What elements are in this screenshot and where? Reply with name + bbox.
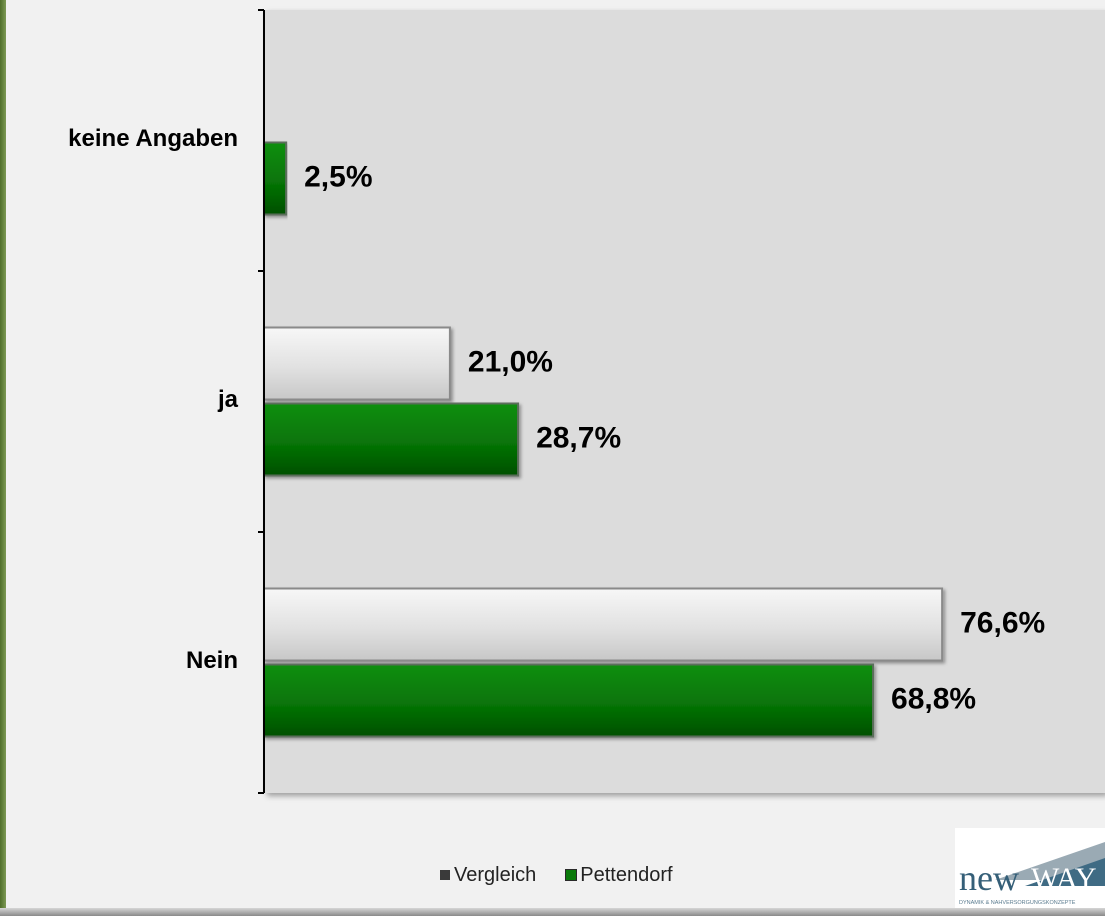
legend-label-pettendorf: Pettendorf <box>580 864 672 887</box>
legend-label-vergleich: Vergleich <box>454 864 536 887</box>
data-label-vergleich-nein: 76,6% <box>960 606 1045 639</box>
category-label-nein: Nein <box>186 647 238 674</box>
bar-pettendorf-ja <box>264 404 518 476</box>
legend-item-vergleich: Vergleich <box>440 864 536 887</box>
newway-logo-graphic: new WAY DYNAMIK & NAHVERSORGUNGSKONZEPTE <box>955 828 1105 908</box>
data-label-pettendorf-keine-angaben: 2,5% <box>304 160 372 193</box>
legend-item-pettendorf: Pettendorf <box>566 864 672 887</box>
data-label-pettendorf-ja: 28,7% <box>536 421 621 454</box>
bar-vergleich-nein <box>264 589 942 661</box>
svg-text:DYNAMIK & NAHVERSORGUNGSKONZEP: DYNAMIK & NAHVERSORGUNGSKONZEPTE <box>959 900 1076 906</box>
data-label-pettendorf-nein: 68,8% <box>891 682 976 715</box>
legend: Vergleich Pettendorf <box>440 862 673 888</box>
legend-swatch-pettendorf <box>566 870 576 880</box>
bar-pettendorf-keine-angaben <box>264 143 286 215</box>
bar-pettendorf-nein <box>264 665 873 737</box>
svg-text:new: new <box>959 858 1019 898</box>
slide-bottom-border <box>0 908 1105 916</box>
data-label-vergleich-ja: 21,0% <box>468 345 553 378</box>
bar-vergleich-ja <box>264 328 450 400</box>
svg-text:WAY: WAY <box>1031 862 1097 895</box>
legend-swatch-vergleich <box>440 870 450 880</box>
category-label-keine-angaben: keine Angaben <box>68 125 238 152</box>
category-label-ja: ja <box>217 386 239 413</box>
newway-logo: new WAY DYNAMIK & NAHVERSORGUNGSKONZEPTE <box>955 828 1105 908</box>
